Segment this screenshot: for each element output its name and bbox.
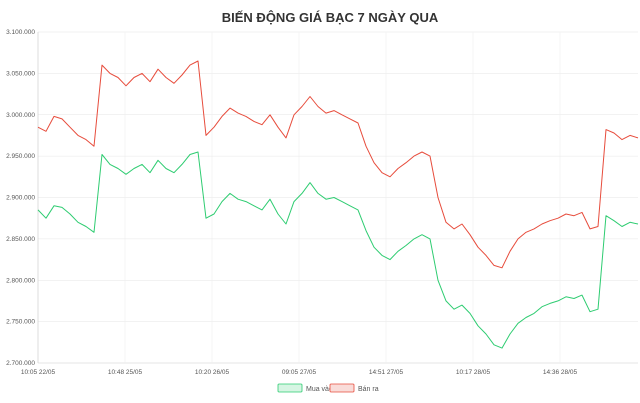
grid-lines <box>37 31 638 364</box>
y-tick-label: 2.900.000 <box>6 195 35 202</box>
y-tick-label: 2.950.000 <box>6 153 35 160</box>
x-axis: 10:05 22/05 10:48 25/05 10:20 26/05 09:05 2… <box>21 369 578 376</box>
legend-label-mua-vao[interactable]: Mua vào <box>306 386 333 393</box>
y-tick-label: 2.850.000 <box>6 236 35 243</box>
series-line-ban-ra[interactable] <box>37 60 639 269</box>
x-tick-label: 10:05 22/05 <box>21 369 56 376</box>
x-tick-label: 09:05 27/05 <box>282 369 317 376</box>
series-line-mua-vao[interactable] <box>37 151 639 349</box>
y-tick-label: 3.000.000 <box>6 112 35 119</box>
legend-label-ban-ra[interactable]: Bán ra <box>358 386 379 393</box>
series-lines <box>37 60 639 349</box>
legend-swatch-mua-vao[interactable] <box>277 383 303 393</box>
x-tick-label: 10:48 25/05 <box>108 369 143 376</box>
y-tick-label: 2.750.000 <box>6 319 35 326</box>
chart-title: BIẾN ĐỘNG GIÁ BẠC 7 NGÀY QUA <box>222 10 439 25</box>
y-tick-label: 2.700.000 <box>6 360 35 367</box>
y-tick-label: 2.800.000 <box>6 277 35 284</box>
y-axis: 2.700.000 2.750.000 2.800.000 2.850.000 2.90… <box>6 29 39 367</box>
y-tick-label: 3.050.000 <box>6 70 35 77</box>
legend: Mua vào Bán ra <box>277 383 379 393</box>
x-tick-label: 10:17 28/05 <box>456 369 491 376</box>
x-tick-label: 14:36 28/05 <box>543 369 578 376</box>
x-tick-label: 10:20 26/05 <box>195 369 230 376</box>
legend-swatch-ban-ra[interactable] <box>329 383 355 393</box>
y-tick-label: 3.100.000 <box>6 29 35 36</box>
x-tick-label: 14:51 27/05 <box>369 369 404 376</box>
